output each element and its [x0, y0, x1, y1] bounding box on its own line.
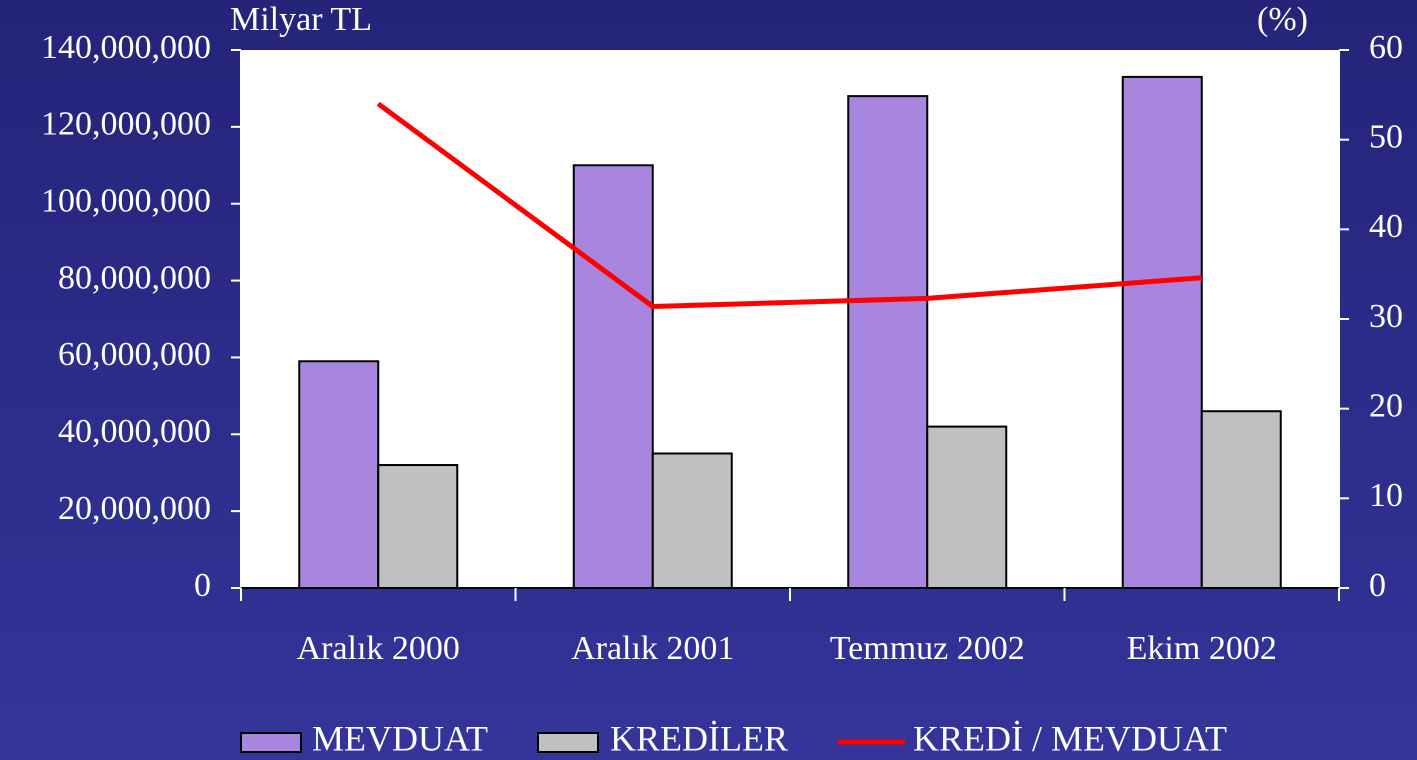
- x-tick-label: Aralık 2001: [571, 630, 734, 667]
- line-series: [376, 101, 1202, 309]
- y2-tick-label: 0: [1369, 567, 1386, 604]
- y-tick-label: 100,000,000: [41, 183, 211, 220]
- y2-tick-label: 10: [1369, 477, 1403, 514]
- legend-label: KREDİ / MEVDUAT: [913, 718, 1227, 758]
- bar: [298, 360, 380, 589]
- y-tick-label: 60,000,000: [58, 336, 211, 373]
- y-tick-label: 140,000,000: [41, 29, 211, 66]
- legend-swatch: [537, 732, 599, 753]
- y2-tick-label: 40: [1369, 208, 1403, 245]
- bar: [847, 95, 929, 589]
- x-tick-label: Aralık 2000: [297, 630, 460, 667]
- legend-label: MEVDUAT: [312, 718, 488, 758]
- y-tick-label: 0: [194, 567, 211, 604]
- bar: [1121, 75, 1203, 590]
- y-tick-label: 120,000,000: [41, 106, 211, 143]
- bar: [1200, 410, 1282, 589]
- bar: [651, 452, 733, 589]
- y2-tick-label: 50: [1369, 118, 1403, 155]
- y2-axis-label: (%): [1257, 1, 1308, 38]
- x-tick-label: Ekim 2002: [1127, 630, 1277, 667]
- legend-label: KREDİLER: [610, 718, 788, 758]
- y-tick-label: 40,000,000: [58, 413, 211, 450]
- legend-swatch: [240, 732, 302, 753]
- y2-tick-label: 60: [1369, 29, 1403, 66]
- bar: [926, 425, 1008, 589]
- bar: [377, 464, 459, 589]
- bar: [572, 164, 654, 590]
- y-axis-label: Milyar TL: [230, 1, 372, 38]
- y-tick-label: 20,000,000: [58, 490, 211, 527]
- x-tick-label: Temmuz 2002: [830, 630, 1025, 667]
- y-tick-label: 80,000,000: [58, 259, 211, 296]
- y2-tick-label: 20: [1369, 387, 1403, 424]
- y2-tick-label: 30: [1369, 298, 1403, 335]
